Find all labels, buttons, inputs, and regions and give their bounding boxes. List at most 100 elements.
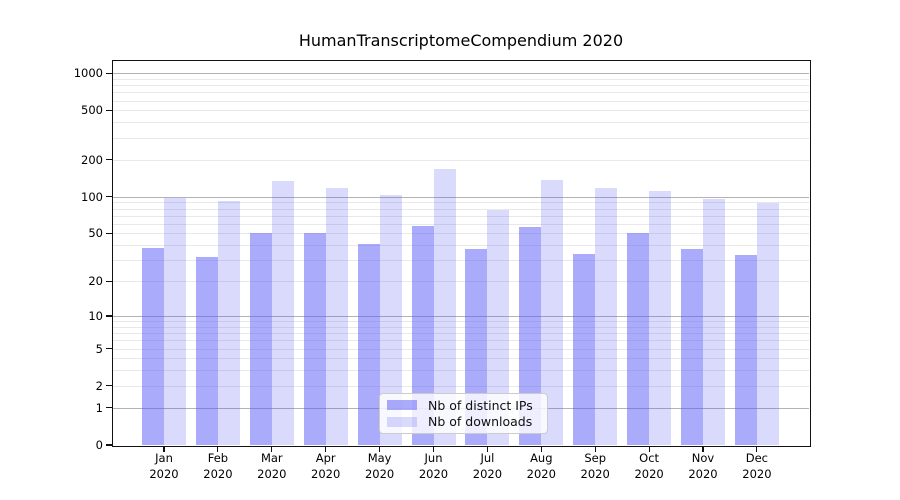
bar-distinct-ips-apr — [303, 233, 326, 445]
y-tick-label-500: 500 — [81, 103, 103, 118]
y-tick-label-5: 5 — [95, 341, 103, 356]
minor-gridline-50 — [113, 233, 809, 235]
x-tick-month-feb: Feb — [207, 451, 229, 465]
x-tick-year-jul: 2020 — [472, 466, 503, 481]
x-tick-mar — [271, 447, 273, 452]
x-tick-apr — [325, 447, 327, 452]
y-tick-20 — [106, 280, 113, 282]
x-tick-month-oct: Oct — [639, 451, 660, 465]
bar-distinct-ips-sep — [573, 253, 596, 445]
minor-gridline-9 — [113, 321, 809, 323]
x-tick-month-apr: Apr — [315, 451, 336, 465]
x-tick-may — [379, 447, 381, 452]
y-tick-1000 — [106, 72, 113, 74]
y-tick-label-50: 50 — [88, 226, 103, 241]
x-tick-year-mar: 2020 — [257, 466, 287, 481]
minor-gridline-6 — [113, 340, 809, 342]
x-tick-label-mar: Mar 2020 — [242, 451, 302, 482]
chart-title: HumanTranscriptomeCompendium 2020 — [298, 31, 624, 50]
x-tick-jul — [486, 447, 488, 452]
y-tick-100 — [106, 196, 113, 198]
bar-downloads-jul — [487, 209, 510, 445]
x-tick-sep — [594, 447, 596, 452]
bar-downloads-may — [379, 194, 402, 445]
y-tick-label-100: 100 — [81, 189, 103, 204]
minor-gridline-20 — [113, 281, 809, 283]
minor-gridline-60 — [113, 223, 809, 225]
x-tick-label-jan: Jan 2020 — [134, 451, 194, 482]
y-tick-label-1000: 1000 — [73, 66, 103, 81]
y-tick-label-200: 200 — [81, 152, 103, 167]
x-tick-year-apr: 2020 — [311, 466, 341, 481]
minor-gridline-300 — [113, 137, 809, 139]
y-tick-label-20: 20 — [88, 274, 103, 289]
minor-gridline-800 — [113, 85, 809, 87]
bar-downloads-feb — [217, 201, 240, 445]
x-tick-feb — [217, 447, 219, 452]
x-tick-month-aug: Aug — [530, 451, 553, 465]
minor-gridline-600 — [113, 100, 809, 102]
bar-downloads-dec — [756, 202, 779, 445]
minor-gridline-70 — [113, 215, 809, 217]
major-gridline-1000 — [113, 73, 809, 75]
minor-gridline-500 — [113, 110, 809, 112]
bar-downloads-mar — [271, 180, 294, 445]
bar-distinct-ips-dec — [734, 255, 757, 445]
minor-gridline-40 — [113, 245, 809, 247]
minor-gridline-4 — [113, 358, 809, 360]
y-tick-10 — [106, 315, 113, 317]
bar-distinct-ips-jun — [411, 225, 434, 445]
x-tick-oct — [648, 447, 650, 452]
x-tick-year-nov: 2020 — [688, 466, 718, 481]
y-tick-label-1: 1 — [95, 400, 103, 415]
y-tick-label-10: 10 — [88, 308, 103, 323]
y-tick-5 — [106, 347, 113, 350]
bar-distinct-ips-mar — [249, 233, 272, 445]
x-tick-month-sep: Sep — [584, 451, 607, 465]
minor-gridline-30 — [113, 260, 809, 262]
bar-downloads-apr — [325, 188, 348, 445]
bar-distinct-ips-may — [357, 243, 380, 445]
bar-downloads-nov — [703, 198, 725, 445]
x-tick-year-feb: 2020 — [203, 466, 233, 481]
x-tick-year-jan: 2020 — [149, 466, 179, 481]
legend-swatch-downloads — [387, 416, 417, 427]
x-tick-month-mar: Mar — [260, 451, 283, 465]
minor-gridline-80 — [113, 208, 809, 210]
legend: Nb of distinct IPs Nb of downloads — [379, 393, 548, 434]
x-tick-jun — [432, 447, 435, 452]
y-tick-200 — [106, 159, 113, 161]
legend-swatch-distinct-ips — [387, 400, 417, 411]
major-gridline-100 — [113, 196, 809, 198]
minor-gridline-2 — [113, 385, 809, 387]
x-tick-year-dec: 2020 — [742, 466, 772, 481]
minor-gridline-400 — [113, 122, 809, 124]
x-tick-label-jul: Jul 2020 — [457, 451, 517, 482]
x-tick-aug — [540, 447, 542, 452]
legend-label-downloads: Nb of downloads — [428, 414, 533, 430]
x-tick-label-jun: Jun 2020 — [404, 451, 464, 482]
x-tick-month-jun: Jun — [424, 451, 443, 465]
bar-downloads-aug — [541, 180, 564, 445]
legend-item-downloads: Nb of downloads — [387, 414, 540, 429]
x-tick-nov — [702, 447, 704, 452]
y-tick-label-2: 2 — [95, 378, 103, 393]
bar-distinct-ips-jan — [142, 247, 164, 445]
x-tick-label-feb: Feb 2020 — [188, 451, 248, 482]
x-tick-label-dec: Dec 2020 — [727, 451, 787, 482]
y-tick-500 — [106, 109, 113, 112]
x-tick-year-may: 2020 — [364, 466, 395, 481]
bar-downloads-sep — [595, 188, 618, 445]
major-gridline-10 — [113, 315, 809, 317]
minor-gridline-3 — [113, 370, 809, 372]
x-tick-month-jul: Jul — [480, 451, 495, 465]
x-tick-year-aug: 2020 — [526, 466, 556, 481]
bar-downloads-jan — [164, 198, 186, 445]
x-tick-jan — [163, 447, 165, 452]
x-tick-label-may: May 2020 — [350, 451, 410, 482]
minor-gridline-900 — [113, 78, 809, 80]
bar-distinct-ips-feb — [195, 256, 218, 445]
legend-item-distinct-ips: Nb of distinct IPs — [387, 398, 540, 413]
legend-label-distinct-ips: Nb of distinct IPs — [428, 397, 533, 413]
